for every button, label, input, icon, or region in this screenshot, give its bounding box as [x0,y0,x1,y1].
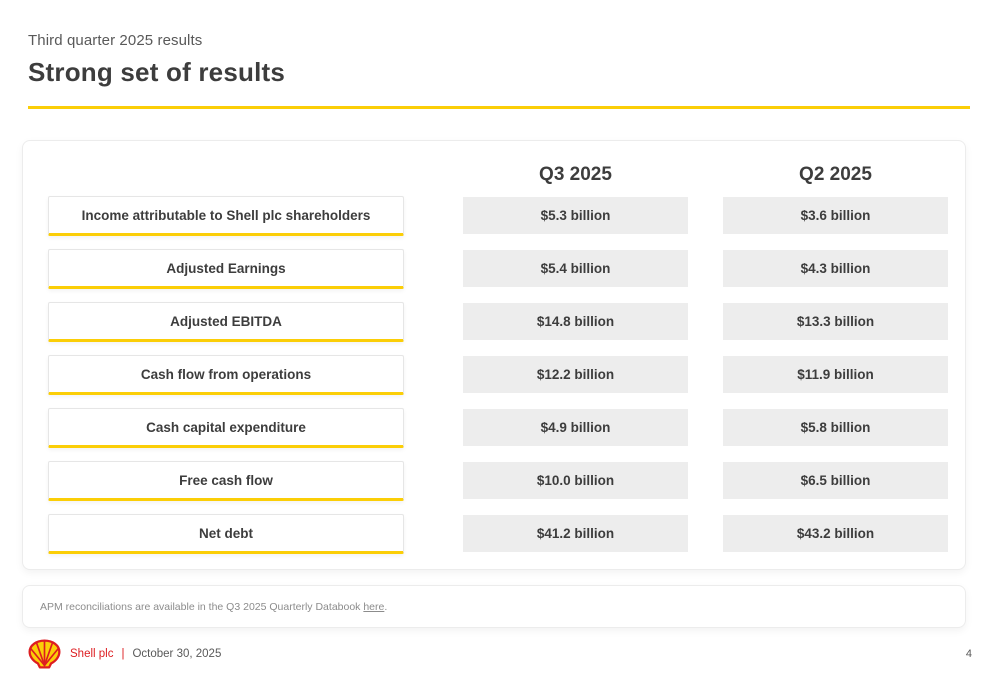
table-row: Cash flow from operations $12.2 billion … [48,355,965,395]
metric-label-cash-capex: Cash capital expenditure [48,408,404,448]
metric-label-adjusted-earnings: Adjusted Earnings [48,249,404,289]
metric-label-cash-flow-operations: Cash flow from operations [48,355,404,395]
footnote-bar: APM reconciliations are available in the… [22,585,966,628]
footnote-text: APM reconciliations are available in the… [40,601,387,613]
metric-label-income: Income attributable to Shell plc shareho… [48,196,404,236]
databook-link[interactable]: here [363,600,385,613]
metric-value-q3: $10.0 billion [463,462,688,499]
table-row: Income attributable to Shell plc shareho… [48,196,965,236]
metric-label-adjusted-ebitda: Adjusted EBITDA [48,302,404,342]
column-header-q3-2025: Q3 2025 [539,164,612,185]
metric-value-q3: $5.4 billion [463,250,688,287]
table-row: Net debt $41.2 billion $43.2 billion [48,514,965,554]
metric-label-net-debt: Net debt [48,514,404,554]
footer-separator: | [121,648,125,660]
title-divider [28,106,970,109]
metric-value-q3: $41.2 billion [463,515,688,552]
footnote-text-after: . [384,600,388,613]
table-row: Cash capital expenditure $4.9 billion $5… [48,408,965,448]
metric-value-q2: $3.6 billion [723,197,948,234]
slide-header: Third quarter 2025 results Strong set of… [0,0,1000,88]
footnote-text-before: APM reconciliations are available in the… [40,600,364,613]
metric-value-q2: $5.8 billion [723,409,948,446]
metric-value-q2: $43.2 billion [723,515,948,552]
metric-value-q3: $5.3 billion [463,197,688,234]
metric-value-q3: $12.2 billion [463,356,688,393]
metric-value-q3: $4.9 billion [463,409,688,446]
eyebrow-text: Third quarter 2025 results [28,32,203,49]
page-title: Strong set of results [28,57,286,87]
page-number: 4 [965,648,972,660]
table-row: Adjusted EBITDA $14.8 billion $13.3 bill… [48,302,965,342]
table-row: Adjusted Earnings $5.4 billion $4.3 bill… [48,249,965,289]
slide-footer: Shell plc | October 30, 2025 4 [28,637,972,671]
table-header-row: Q3 2025 Q2 2025 [48,154,965,196]
metric-value-q2: $11.9 billion [723,356,948,393]
results-table-card: Q3 2025 Q2 2025 Income attributable to S… [22,140,966,570]
metric-label-free-cash-flow: Free cash flow [48,461,404,501]
metric-value-q2: $4.3 billion [723,250,948,287]
metric-value-q2: $13.3 billion [723,303,948,340]
metric-value-q2: $6.5 billion [723,462,948,499]
metric-value-q3: $14.8 billion [463,303,688,340]
footer-date: October 30, 2025 [132,648,222,660]
footer-company-name: Shell plc [70,648,114,660]
table-row: Free cash flow $10.0 billion $6.5 billio… [48,461,965,501]
column-header-q2-2025: Q2 2025 [799,164,872,185]
shell-pecten-logo [28,638,61,669]
